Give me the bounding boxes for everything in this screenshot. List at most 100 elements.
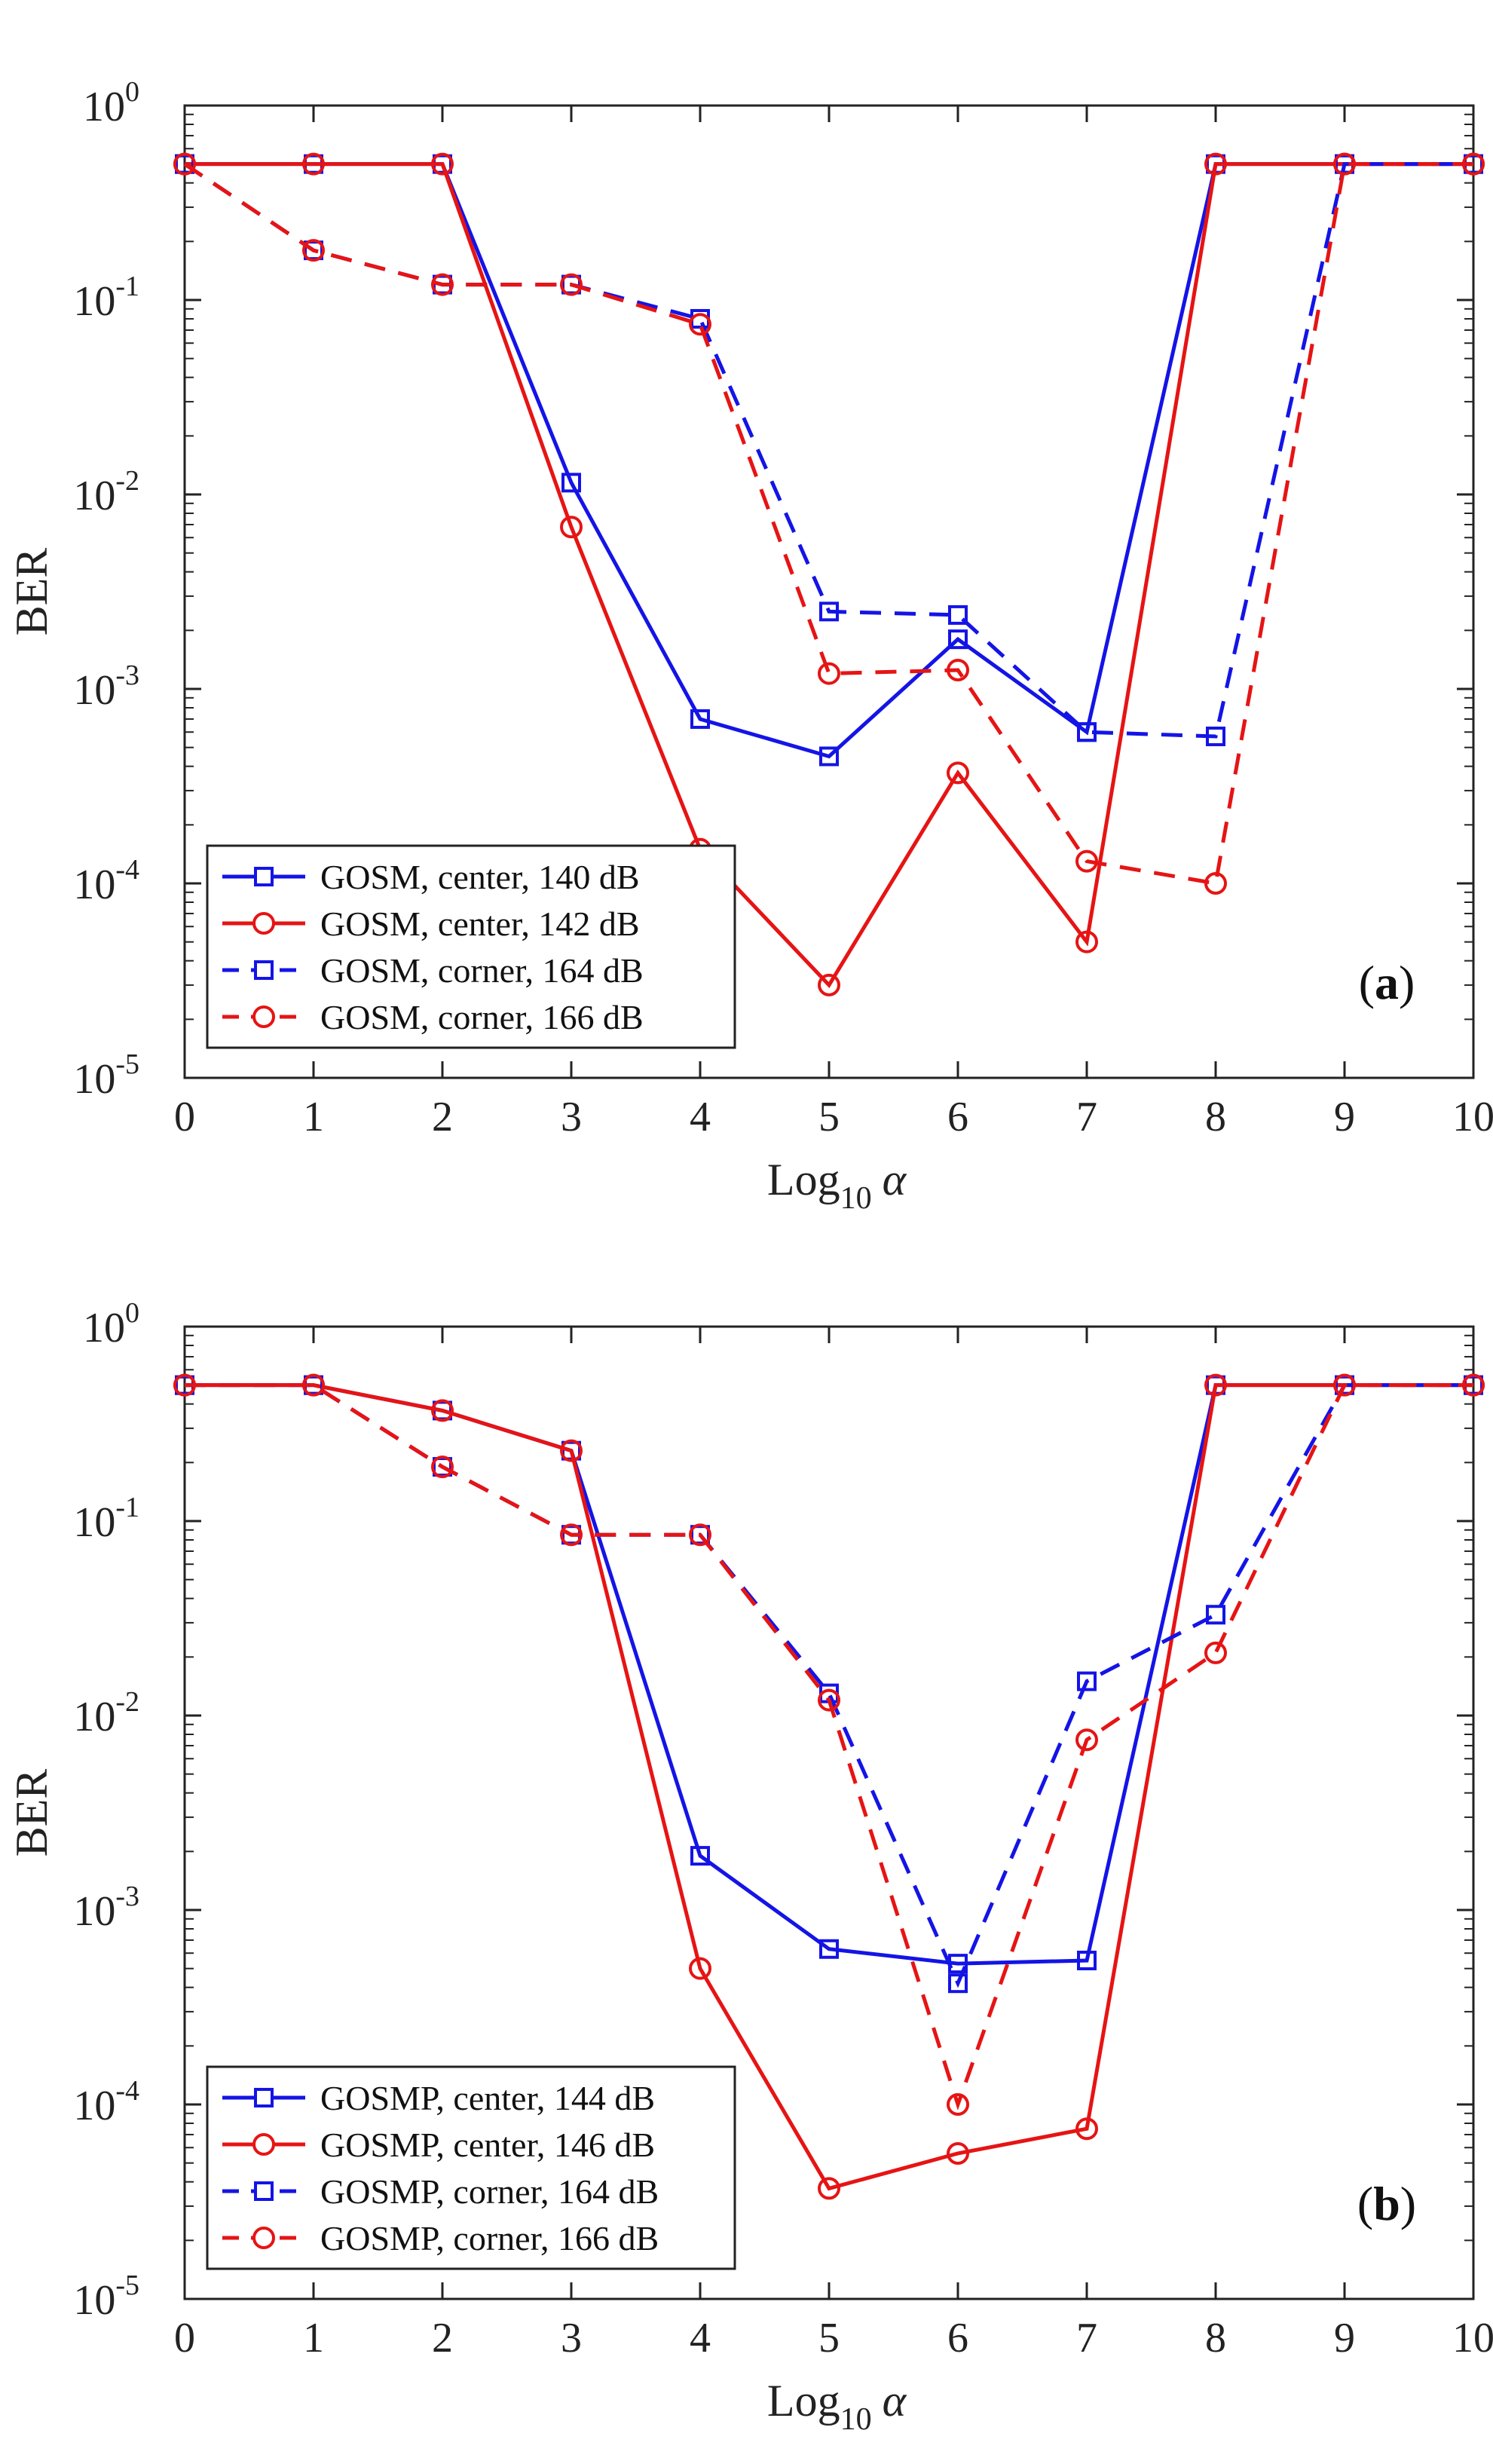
- data-point-circle: [689, 1523, 711, 1547]
- data-point-square: [819, 1939, 839, 1959]
- data-point-circle: [1333, 1373, 1356, 1397]
- panel-label: (a): [1359, 956, 1415, 1009]
- legend-label: GOSM, center, 142 dB: [320, 904, 640, 943]
- legend-label: GOSMP, corner, 164 dB: [320, 2172, 659, 2211]
- data-point-circle: [1204, 1641, 1227, 1664]
- x-tick-label: 5: [818, 2315, 840, 2361]
- series-line: [185, 162, 1473, 988]
- data-point-square: [1077, 1950, 1097, 1970]
- data-point-circle: [947, 2093, 969, 2116]
- data-point-circle: [173, 152, 196, 176]
- x-tick-label: 6: [947, 1094, 968, 1140]
- x-tick-label: 7: [1076, 2315, 1097, 2361]
- legend-marker-circle: [252, 1005, 275, 1028]
- y-tick-label: 10-4: [73, 854, 139, 908]
- legend-box: [206, 844, 736, 1049]
- legend-label: GOSMP, center, 146 dB: [320, 2126, 655, 2164]
- data-point-circle: [302, 152, 325, 176]
- series-line: [185, 1383, 1473, 2191]
- x-tick-label: 10: [1452, 2315, 1493, 2361]
- data-point-circle: [560, 516, 583, 539]
- data-point-circle: [431, 1455, 454, 1479]
- data-point-circle: [818, 973, 840, 996]
- legend-marker-circle: [252, 912, 275, 935]
- legend-marker-square: [254, 867, 274, 886]
- legend-label: GOSM, center, 140 dB: [320, 858, 640, 896]
- data-point-circle: [431, 1399, 454, 1422]
- data-point-circle: [302, 239, 325, 262]
- legend-marker-square: [254, 2181, 274, 2201]
- data-point-circle: [1462, 152, 1485, 176]
- legend-label: GOSMP, center, 144 dB: [320, 2079, 655, 2117]
- x-tick-label: 4: [690, 2315, 711, 2361]
- x-tick-label: 3: [561, 2315, 582, 2361]
- legend-box: [206, 2065, 736, 2270]
- y-tick-label: 10-1: [73, 271, 139, 325]
- x-tick-label: 4: [690, 1094, 711, 1140]
- data-point-square: [948, 605, 968, 625]
- data-point-square: [1206, 1605, 1225, 1625]
- y-tick-label: 100: [83, 1297, 139, 1351]
- data-point-circle: [1075, 1728, 1098, 1752]
- x-axis-label: Log10 α: [767, 1155, 907, 1216]
- legend-marker-circle: [252, 2227, 275, 2249]
- x-tick-label: 2: [432, 1094, 453, 1140]
- x-tick-label: 6: [947, 2315, 968, 2361]
- data-point-circle: [1333, 152, 1356, 176]
- data-point-circle: [1462, 1373, 1485, 1397]
- data-point-circle: [560, 273, 583, 296]
- data-point-circle: [173, 1373, 196, 1397]
- panel-label: (b): [1357, 2177, 1416, 2230]
- x-tick-label: 9: [1334, 1094, 1355, 1140]
- data-point-square: [1077, 1671, 1097, 1691]
- x-tick-label: 3: [561, 1094, 582, 1140]
- legend-marker-circle: [252, 2133, 275, 2156]
- y-tick-label: 10-2: [73, 1686, 139, 1740]
- x-tick-label: 8: [1205, 1094, 1226, 1140]
- series-line: [185, 1383, 1473, 2110]
- data-point-circle: [1075, 849, 1098, 873]
- data-point-circle: [818, 1688, 840, 1712]
- series-line: [183, 162, 1473, 886]
- legend-label: GOSMP, corner, 166 dB: [320, 2219, 659, 2257]
- legend-marker-square: [254, 2088, 274, 2107]
- data-point-circle: [431, 152, 454, 176]
- x-tick-label: 2: [432, 2315, 453, 2361]
- x-tick-label: 0: [174, 1094, 195, 1140]
- chart-panel-a: 100 10-1 10-2 10-3 10-4 10-5 0 1 2 3 4 5 6 7 8 9 10 Log10…: [7, 76, 1493, 1216]
- data-point-circle: [947, 2141, 969, 2165]
- data-point-square: [690, 1846, 710, 1866]
- chart-panel-b: 100 10-1 10-2 10-3 10-4 10-5 0 1 2 3 4 5 6 7 8 9 10 Log10…: [7, 1297, 1493, 2437]
- x-tick-label: 8: [1205, 2315, 1226, 2361]
- y-tick-label: 10-5: [73, 1048, 139, 1103]
- y-axis-label: BER: [7, 548, 57, 636]
- data-point-circle: [689, 313, 711, 336]
- y-tick-label: 10-3: [73, 660, 139, 714]
- data-point-square: [1077, 722, 1097, 742]
- x-tick-label: 10: [1452, 1094, 1493, 1140]
- y-tick-label: 10-2: [73, 465, 139, 519]
- data-point-circle: [818, 2177, 840, 2200]
- data-point-circle: [431, 273, 454, 296]
- x-tick-label: 1: [303, 1094, 324, 1140]
- x-tick-label: 1: [303, 2315, 324, 2361]
- legend-label: GOSM, corner, 164 dB: [320, 951, 644, 990]
- data-point-circle: [1075, 930, 1098, 953]
- data-point-circle: [1204, 1373, 1227, 1397]
- data-point-square: [1206, 726, 1225, 746]
- legend-marker-square: [254, 960, 274, 980]
- data-point-circle: [302, 1373, 325, 1397]
- data-point-circle: [560, 1523, 583, 1547]
- data-point-circle: [947, 761, 969, 785]
- data-point-square: [948, 1973, 968, 1994]
- x-axis-label: Log10 α: [767, 2376, 907, 2437]
- data-point-circle: [947, 658, 969, 681]
- data-point-square: [561, 473, 581, 493]
- x-tick-label: 9: [1334, 2315, 1355, 2361]
- data-point-circle: [689, 1957, 711, 1980]
- x-tick-label: 7: [1076, 1094, 1097, 1140]
- data-point-circle: [1204, 152, 1227, 176]
- data-point-square: [819, 601, 839, 622]
- series-line: [185, 1383, 1473, 1988]
